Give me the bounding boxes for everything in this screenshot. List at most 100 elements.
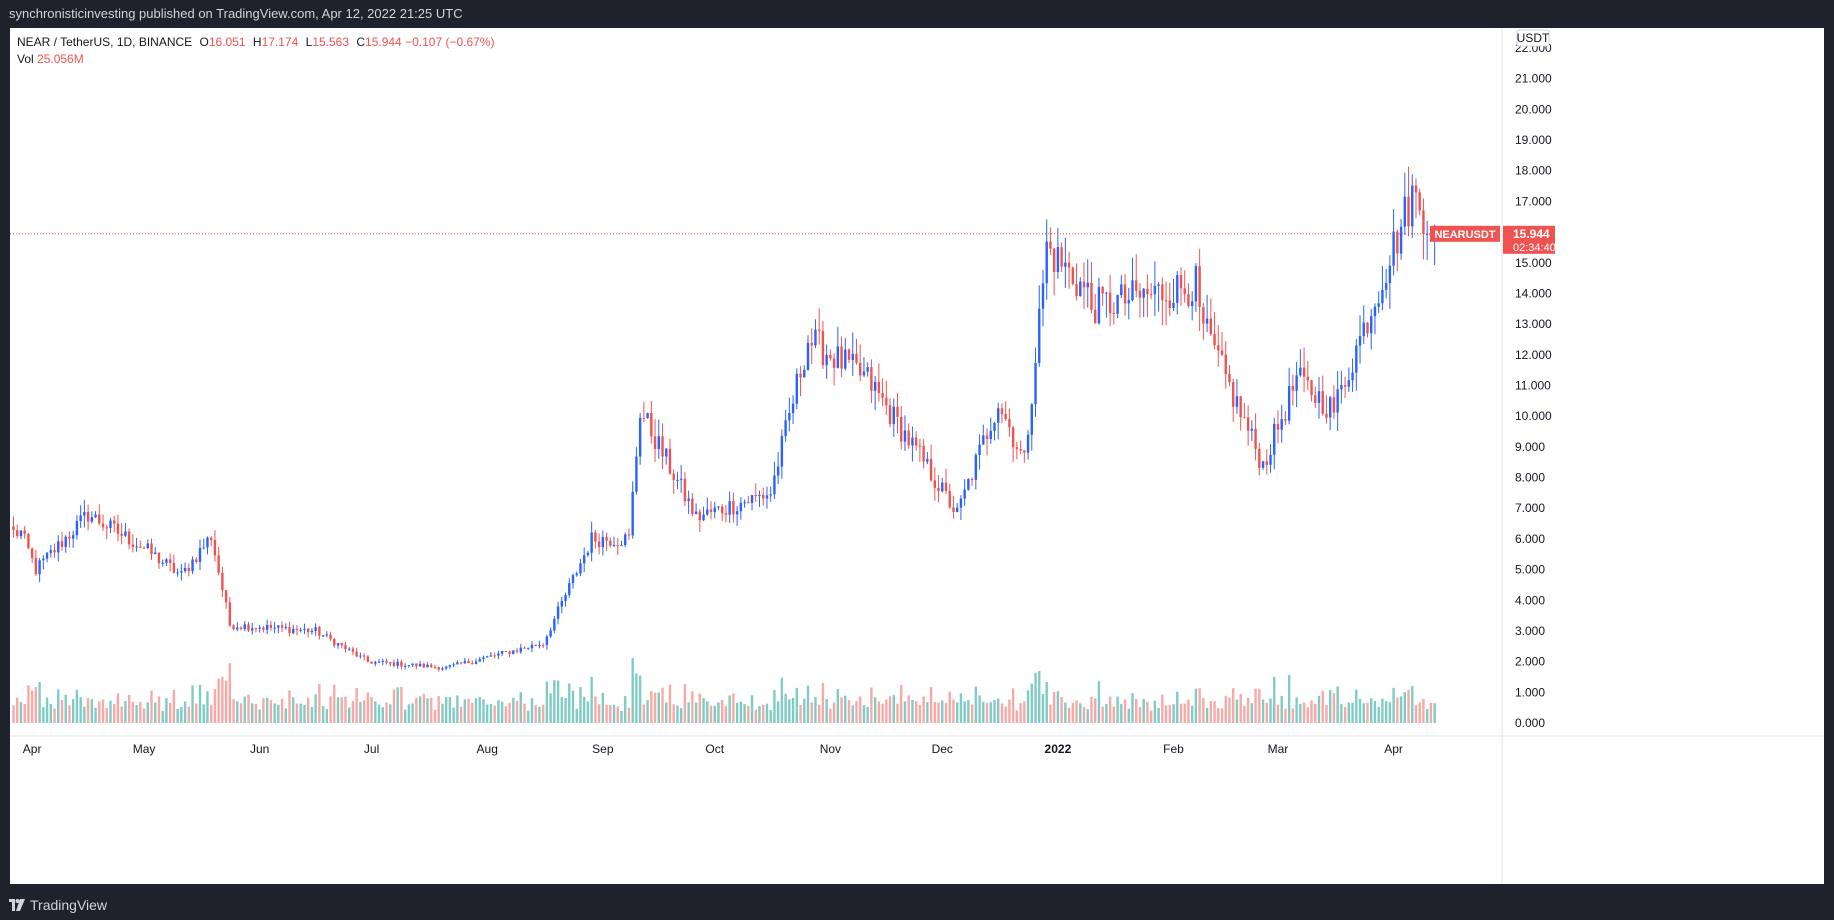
- volume-bar: [202, 704, 205, 723]
- candle-body: [978, 444, 981, 456]
- candle-body: [911, 437, 914, 446]
- volume-bar: [1190, 705, 1194, 723]
- candle-body: [1112, 313, 1116, 315]
- volume-bar: [463, 699, 467, 723]
- volume-bar: [989, 702, 992, 723]
- open-label: O: [199, 35, 209, 49]
- candle-body: [1343, 385, 1347, 387]
- candle-body: [717, 506, 720, 508]
- volume-label[interactable]: Vol: [17, 52, 34, 66]
- volume-bar: [1131, 693, 1134, 723]
- candle-body: [560, 600, 564, 607]
- candle-body: [1082, 281, 1086, 288]
- volume-bar: [903, 701, 907, 723]
- candle-body: [597, 541, 601, 548]
- candle-body: [1384, 283, 1388, 290]
- volume-bar: [1034, 672, 1037, 723]
- candle-body: [1198, 265, 1201, 307]
- volume-bar: [713, 705, 716, 723]
- volume-bar: [814, 696, 817, 723]
- volume-bar: [396, 687, 399, 723]
- volume-bar: [1351, 702, 1354, 723]
- volume-bar: [676, 705, 679, 723]
- volume-bar: [545, 681, 549, 723]
- candle-body: [1407, 196, 1410, 227]
- candle-body: [202, 547, 205, 549]
- volume-bar: [1433, 703, 1436, 723]
- candle-body: [997, 408, 1000, 423]
- candle-body: [38, 560, 41, 575]
- candle-body: [303, 628, 306, 630]
- candle-body: [929, 459, 933, 481]
- volume-bar: [788, 699, 791, 723]
- volume-bar: [732, 693, 735, 723]
- candle-body: [1317, 391, 1321, 403]
- candle-body: [407, 665, 411, 667]
- tradingview-logo[interactable]: TradingView: [9, 890, 107, 920]
- candle-body: [1209, 318, 1213, 335]
- candle-body: [657, 436, 660, 450]
- candle-body: [847, 349, 851, 360]
- volume-bar: [273, 703, 276, 723]
- volume-bar: [228, 663, 232, 723]
- time-axis[interactable]: Apr May Jun Jul Aug Sep Oct Nov Dec 2022 Feb Mar Apr: [23, 742, 1403, 756]
- volume-bar: [493, 705, 496, 723]
- ohlc-line: NEAR / TetherUS, 1D, BINANCE O16.051 H17…: [17, 34, 494, 51]
- volume-bar: [1347, 702, 1351, 723]
- volume-bar: [1049, 704, 1052, 723]
- candlestick-chart[interactable]: 22.00021.00020.00019.00018.00017.00016.0…: [10, 28, 1824, 884]
- volume-bar: [292, 697, 295, 723]
- volume-bar: [612, 704, 616, 723]
- volume-bar: [709, 705, 713, 723]
- high-value: 17.174: [261, 35, 299, 49]
- candle-body: [941, 482, 944, 492]
- candle-body: [265, 624, 269, 630]
- volume-bar: [1291, 708, 1295, 723]
- candle-body: [277, 625, 280, 628]
- candle-body: [34, 557, 38, 575]
- volume-bar: [448, 697, 452, 723]
- volume-bar: [1250, 703, 1254, 723]
- candle-body: [292, 628, 295, 634]
- candle-body: [1075, 283, 1078, 297]
- candle-body: [575, 573, 578, 576]
- candle-body: [676, 479, 679, 481]
- volume-bar: [180, 707, 183, 723]
- candle-body: [836, 346, 840, 368]
- candle-body: [1373, 306, 1377, 317]
- volume-bar: [1138, 706, 1142, 723]
- symbol-label[interactable]: NEAR / TetherUS, 1D, BINANCE: [17, 35, 193, 49]
- volume-bar: [191, 685, 194, 723]
- candle-body: [1414, 185, 1418, 193]
- low-value: 15.563: [312, 35, 350, 49]
- candle-body: [370, 661, 373, 664]
- candle-body: [1168, 300, 1171, 309]
- volume-bar: [452, 707, 455, 723]
- volume-bar: [959, 693, 963, 723]
- volume-bar: [135, 705, 138, 723]
- candle-body: [691, 498, 694, 515]
- volume-bar: [687, 702, 690, 723]
- chart-frame[interactable]: 22.00021.00020.00019.00018.00017.00016.0…: [10, 28, 1824, 884]
- price-axis[interactable]: 22.00021.00020.00019.00018.00017.00016.0…: [1515, 41, 1552, 730]
- close-label: C: [356, 35, 366, 49]
- candle-body: [1366, 322, 1369, 334]
- currency-label[interactable]: USDT: [1516, 29, 1550, 47]
- volume-bar: [952, 699, 955, 723]
- high-label: H: [252, 35, 262, 49]
- candle-body: [582, 555, 586, 564]
- candle-body: [694, 511, 698, 515]
- candle-body: [1321, 391, 1324, 414]
- volume-bar: [1366, 702, 1369, 723]
- candle-body: [989, 430, 992, 439]
- volume-bar: [829, 708, 832, 723]
- volume-bar: [1407, 689, 1410, 723]
- candle-body: [993, 422, 996, 431]
- time-tick-label: Dec: [932, 742, 953, 756]
- candle-body: [482, 657, 485, 660]
- candle-body: [817, 329, 821, 331]
- candle-body: [165, 559, 168, 563]
- volume-bar: [131, 701, 135, 723]
- volume-bar: [142, 708, 146, 723]
- volume-bar: [79, 697, 82, 723]
